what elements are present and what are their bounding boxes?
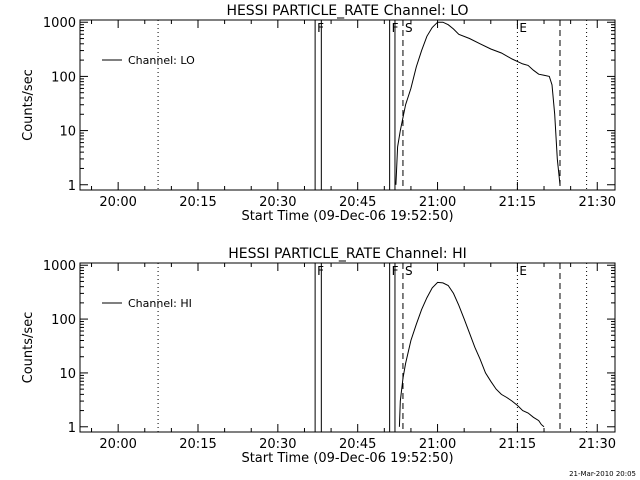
series-line — [398, 281, 545, 428]
x-tick-label: 21:30 — [579, 437, 616, 452]
y-axis-label: Counts/sec — [21, 69, 36, 141]
x-tick-label: 21:15 — [499, 437, 536, 452]
chart-panel-2: HESSI PARTICLE_RATE Channel: HI 1 10 100 100… — [21, 246, 616, 466]
x-axis-label: Start Time (09-Dec-06 19:52:50) — [241, 451, 453, 466]
y-tick-label: 10 — [59, 125, 76, 140]
y-tick-label: 100 — [51, 313, 76, 328]
y-tick-label: 10 — [59, 367, 76, 382]
event-marker-label: E — [519, 264, 527, 278]
chart-title: HESSI PARTICLE_RATE Channel: HI — [228, 246, 466, 262]
timestamp-footer: 21-Mar-2010 20:05 — [569, 470, 636, 478]
event-marker-label: E — [519, 21, 527, 35]
chart-panel-1: HESSI PARTICLE_RATE Channel: LO 1 10 100 100… — [21, 3, 616, 224]
x-tick-label: 21:00 — [419, 195, 456, 210]
x-tick-label: 20:00 — [99, 437, 136, 452]
y-tick-label: 1000 — [43, 16, 76, 31]
event-marker-label: F — [317, 264, 324, 278]
plot-frame — [79, 262, 616, 433]
x-tick-label: 20:15 — [179, 437, 216, 452]
y-tick-label: 1 — [68, 421, 76, 436]
y-tick-label: 1 — [68, 179, 76, 194]
event-marker-label: F — [317, 21, 324, 35]
x-tick-label: 20:30 — [259, 195, 296, 210]
x-tick-label: 21:15 — [499, 195, 536, 210]
x-axis-label: Start Time (09-Dec-06 19:52:50) — [241, 209, 453, 224]
x-tick-label: 20:45 — [339, 195, 376, 210]
x-tick-label: 20:00 — [99, 195, 136, 210]
x-tick-label: 20:45 — [339, 437, 376, 452]
x-tick-label: 20:15 — [179, 195, 216, 210]
y-tick-label: 100 — [51, 70, 76, 85]
x-tick-label: 21:00 — [419, 437, 456, 452]
event-marker-label: S — [405, 21, 413, 35]
legend-label: Channel: LO — [128, 54, 195, 67]
series-line — [395, 21, 561, 185]
y-axis-label: Counts/sec — [21, 312, 36, 384]
event-marker-label: S — [405, 264, 413, 278]
chart-title: HESSI PARTICLE_RATE Channel: LO — [226, 3, 468, 19]
x-tick-label: 20:30 — [259, 437, 296, 452]
plot-frame — [79, 19, 616, 191]
x-tick-label: 21:30 — [579, 195, 616, 210]
legend-label: Channel: HI — [128, 297, 192, 310]
y-tick-label: 1000 — [43, 259, 76, 274]
